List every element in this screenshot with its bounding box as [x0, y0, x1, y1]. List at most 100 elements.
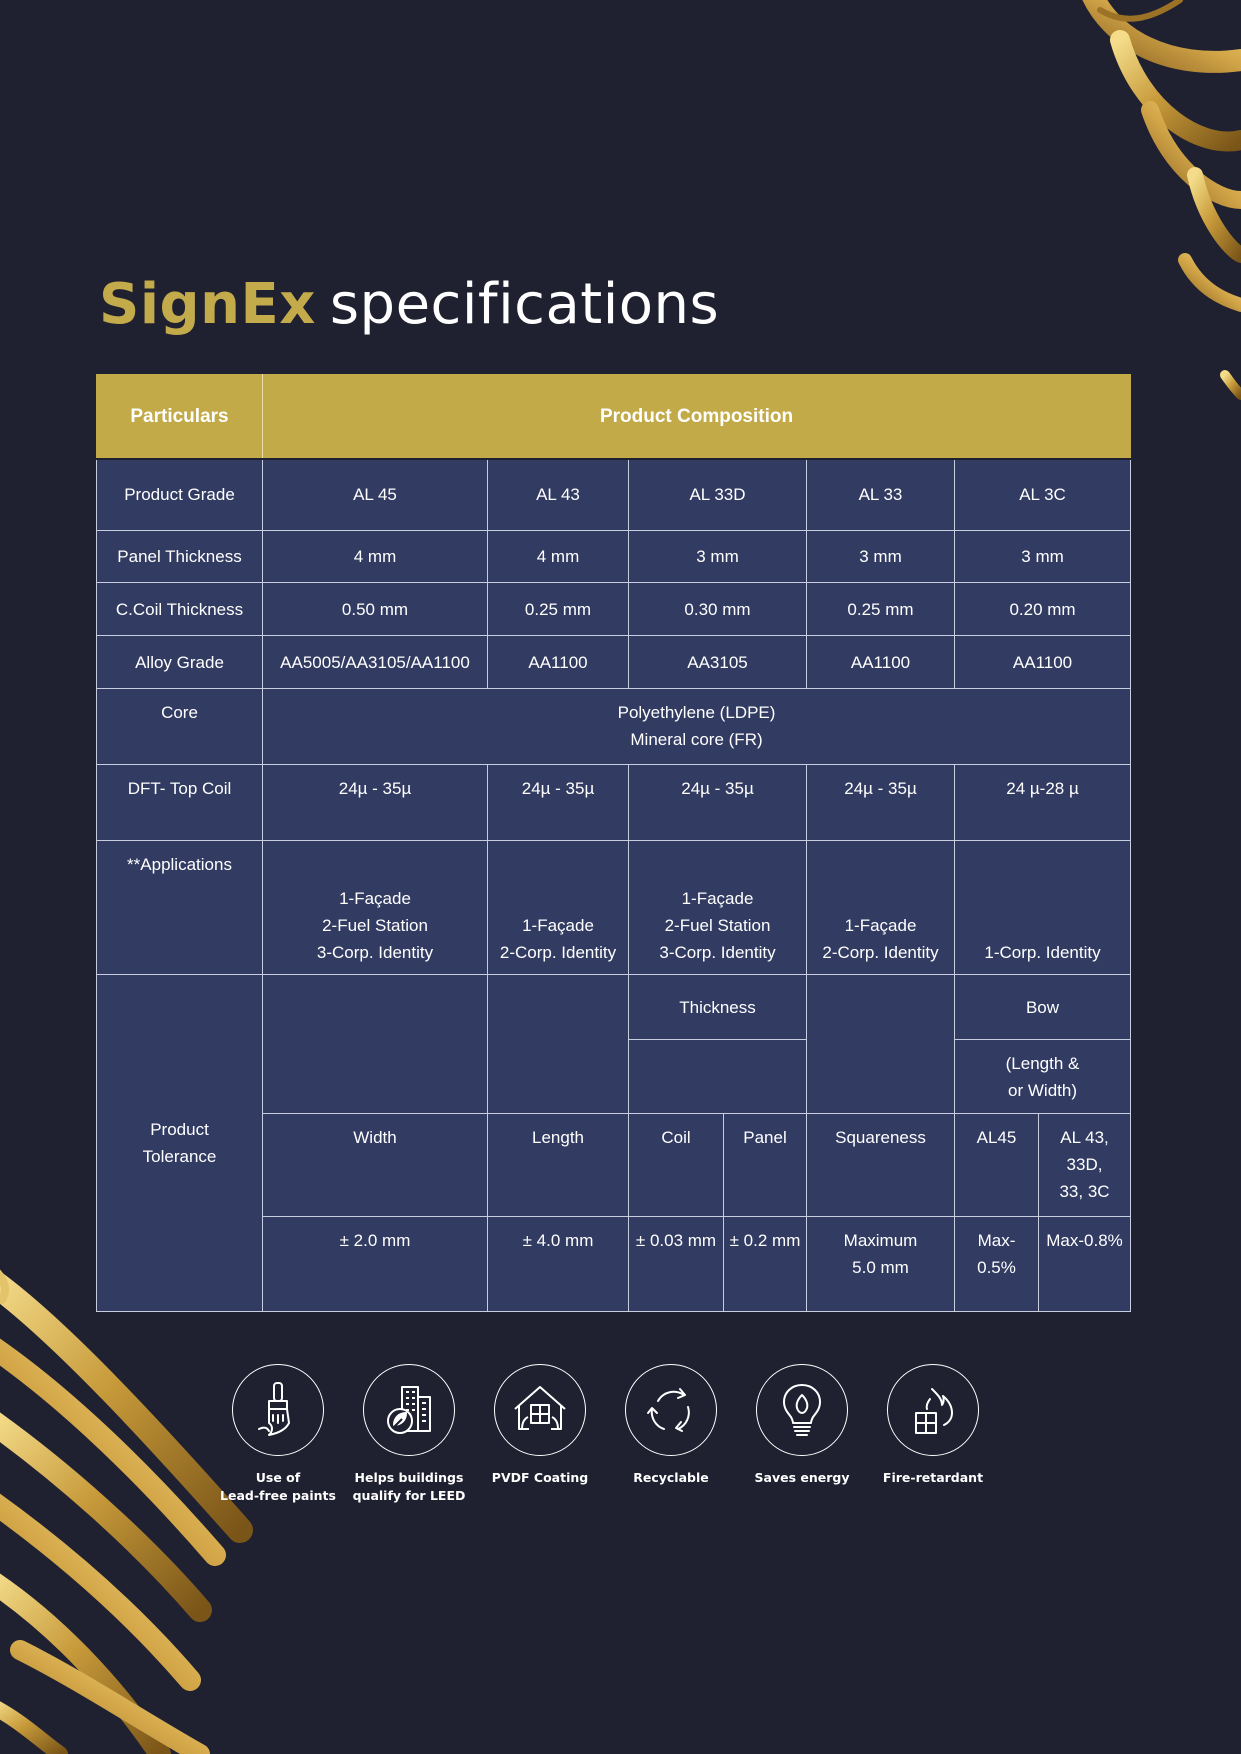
feature-leed: Helps buildings qualify for LEED [353, 1364, 465, 1514]
cell-al45: 1-Façade 2-Fuel Station 3-Corp. Identity [262, 840, 488, 975]
row-label: Panel Thickness [96, 530, 263, 583]
icon-circle [756, 1364, 848, 1456]
al-rest-line: AL 43, [1060, 1128, 1109, 1147]
empty-cell [628, 1039, 807, 1114]
cell-al33: 3 mm [806, 530, 955, 583]
paint-brush-icon [258, 1382, 290, 1436]
composition-header: Product Composition [261, 374, 1132, 460]
al45-value: Max-0.5% [954, 1216, 1039, 1312]
icon-circle [887, 1364, 979, 1456]
cell-al33: 24µ - 35µ [806, 764, 955, 841]
cell-al33: 0.25 mm [806, 582, 955, 636]
icon-circle [494, 1364, 586, 1456]
particulars-header: Particulars [96, 374, 263, 460]
application-item: 2-Corp. Identity [822, 943, 939, 962]
length-value: ± 4.0 mm [487, 1216, 629, 1312]
feature-label: Helps buildings qualify for LEED [352, 1470, 466, 1503]
application-item: 2-Fuel Station [322, 916, 428, 935]
cell-al3c: 1-Corp. Identity [953, 840, 1132, 975]
cell-al45: 24µ - 35µ [262, 764, 488, 841]
title-suffix: specifications [329, 272, 720, 337]
icon-circle [363, 1364, 455, 1456]
cell-al3c: 3 mm [953, 530, 1132, 583]
cell-al33d: AL 33D [628, 458, 807, 531]
cell-al33d: AA3105 [628, 635, 807, 689]
cell-al33: AL 33 [806, 458, 955, 531]
row-label: Product Grade [96, 458, 263, 531]
cell-al33d: 0.30 mm [628, 582, 807, 636]
bow-subheader-line: or Width) [1008, 1080, 1077, 1100]
cell-al45: 4 mm [262, 530, 488, 583]
application-item: 1-Façade [681, 889, 754, 908]
tolerance-label-line: Product [150, 1120, 209, 1139]
empty-cell [487, 974, 629, 1114]
squareness-line: 5.0 mm [852, 1258, 909, 1277]
cell-al43: 24µ - 35µ [487, 764, 629, 841]
core-row: Core Polyethylene (LDPE) Mineral core (F… [96, 688, 1132, 765]
dft-row: DFT- Top Coil 24µ - 35µ 24µ - 35µ 24µ - … [96, 764, 1132, 841]
al-rest-line: 33D, [1066, 1155, 1103, 1174]
tolerance-row-1: Product Tolerance Thickness Bow [96, 974, 1132, 1312]
cell-al33d: 3 mm [628, 530, 807, 583]
feature-icons: Use of Lead-free paints Helps buildings … [220, 1364, 1030, 1514]
panel-header: Panel [723, 1113, 807, 1217]
table-header-row: Particulars Product Composition [96, 374, 1132, 460]
spec-table: Particulars Product Composition Product … [96, 374, 1132, 1312]
width-value: ± 2.0 mm [262, 1216, 488, 1312]
core-line: Mineral core (FR) [630, 730, 763, 749]
cell-al43: AA1100 [487, 635, 629, 689]
application-item: 1-Façade [339, 889, 411, 908]
cell-al3c: AL 3C [953, 458, 1132, 531]
cell-al45: AL 45 [262, 458, 488, 531]
recycle-icon [647, 1388, 690, 1432]
al-rest-header: AL 43, 33D, 33, 3C [1037, 1113, 1132, 1217]
cell-al33: AA1100 [806, 635, 955, 689]
thickness-group-header: Thickness [628, 974, 807, 1040]
feature-saves-energy: Saves energy [754, 1364, 850, 1514]
application-item: 3-Corp. Identity [316, 943, 434, 962]
product-grade-row: Product Grade AL 45 AL 43 AL 33D AL 33 A… [96, 458, 1132, 531]
cell-al33d: 24µ - 35µ [628, 764, 807, 841]
application-item: 1-Corp. Identity [984, 943, 1101, 962]
feature-fire-retardant: Fire-retardant [883, 1364, 983, 1514]
cell-al45: AA5005/AA3105/AA1100 [262, 635, 488, 689]
fire-blocks-icon [915, 1388, 953, 1434]
bow-subheader: (Length & or Width) [953, 1039, 1132, 1114]
feature-label: Fire-retardant [882, 1470, 984, 1485]
cell-al3c: 0.20 mm [953, 582, 1132, 636]
squareness-line: Maximum [843, 1231, 918, 1250]
feature-label: Saves energy [754, 1470, 850, 1485]
application-item: 1-Façade [522, 916, 594, 935]
coil-header: Coil [628, 1113, 724, 1217]
feature-label: Recyclable [633, 1470, 709, 1485]
tolerance-header-row: Width Length Coil Panel Squareness AL45 … [97, 1113, 1132, 1217]
application-item: 1-Façade [844, 916, 917, 935]
bulb-flame-icon [783, 1384, 821, 1436]
bow-subheader-line: (Length & [1005, 1053, 1080, 1073]
icon-circle [232, 1364, 324, 1456]
page-title: SignEx specifications [99, 272, 719, 337]
feature-label: PVDF Coating [491, 1470, 589, 1485]
squareness-value: Maximum 5.0 mm [806, 1216, 955, 1312]
cell-al33: 1-Façade 2-Corp. Identity [806, 840, 955, 975]
tolerance-label-line: Tolerance [142, 1147, 217, 1166]
alloy-grade-row: Alloy Grade AA5005/AA3105/AA1100 AA1100 … [96, 635, 1132, 689]
width-header: Width [262, 1113, 488, 1217]
core-line: Polyethylene (LDPE) [617, 703, 776, 722]
cell-al33d: 1-Façade 2-Fuel Station 3-Corp. Identity [628, 840, 807, 975]
row-label: **Applications [96, 840, 263, 975]
empty-cell [806, 974, 955, 1114]
coil-thickness-row: C.Coil Thickness 0.50 mm 0.25 mm 0.30 mm… [96, 582, 1132, 636]
cell-al43: 1-Façade 2-Corp. Identity [487, 840, 629, 975]
feature-pvdf: PVDF Coating [492, 1364, 588, 1514]
feature-label: Use of Lead-free paints [220, 1470, 336, 1503]
row-label: Core [96, 688, 263, 765]
empty-cell [262, 974, 488, 1114]
cell-al43: 4 mm [487, 530, 629, 583]
length-header: Length [487, 1113, 629, 1217]
bow-group-header: Bow [953, 974, 1132, 1040]
leaf-building-icon [387, 1386, 431, 1434]
house-window-icon [514, 1386, 566, 1430]
al-rest-value: Max-0.8% [1037, 1216, 1132, 1312]
row-label: C.Coil Thickness [96, 582, 263, 636]
